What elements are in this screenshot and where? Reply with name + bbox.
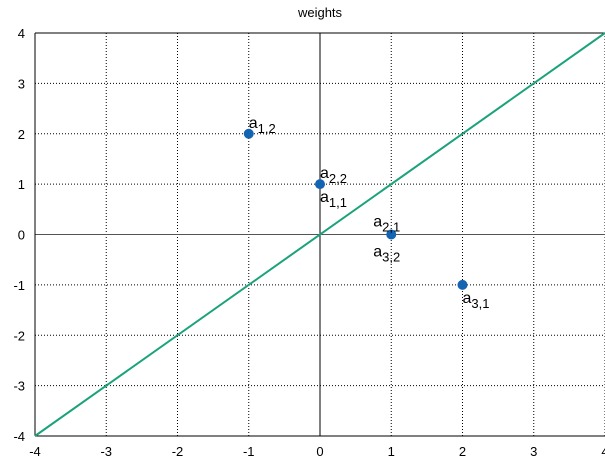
data-point: [457, 279, 468, 290]
chart-title: weights: [297, 5, 343, 20]
x-tick-label: 4: [601, 444, 605, 459]
x-tick-label: -1: [243, 444, 255, 459]
data-point: [386, 229, 397, 240]
point-label: a3,2: [373, 244, 400, 265]
y-tick-label: 1: [18, 177, 25, 192]
reference-line: [34, 32, 605, 437]
y-tick-label: -2: [13, 328, 25, 343]
reference-line-layer: [34, 32, 605, 437]
x-tick-label: -4: [29, 444, 41, 459]
point-label: a1,2: [249, 115, 276, 136]
plot-frame: [34, 32, 605, 437]
y-axis-tick-labels: -4 -3 -2 -1 0 1 2 3 4: [13, 26, 25, 444]
point-label: a2,1: [373, 214, 400, 235]
x-tick-label: 1: [388, 444, 395, 459]
x-tick-label: -2: [172, 444, 184, 459]
point-label: a1,1: [320, 189, 347, 210]
point-label: a2,2: [320, 165, 347, 186]
data-points: [243, 128, 468, 290]
x-tick-label: 2: [459, 444, 466, 459]
point-labels: a1,2 a2,2 a1,1 a2,1 a3,2 a3,1: [249, 115, 490, 311]
y-tick-label: -1: [13, 278, 25, 293]
point-label: a3,1: [463, 290, 490, 311]
y-tick-label: -3: [13, 379, 25, 394]
x-axis-tick-labels: -4 -3 -2 -1 0 1 2 3 4: [29, 444, 605, 459]
x-tick-label: 3: [530, 444, 537, 459]
y-tick-label: 3: [18, 76, 25, 91]
y-tick-label: -4: [13, 429, 25, 444]
x-tick-label: -3: [100, 444, 112, 459]
y-tick-label: 4: [18, 26, 25, 41]
data-point: [315, 179, 325, 190]
y-tick-label: 2: [18, 127, 25, 142]
x-tick-label: 0: [316, 444, 323, 459]
y-tick-label: 0: [18, 228, 25, 243]
data-point: [243, 128, 254, 139]
